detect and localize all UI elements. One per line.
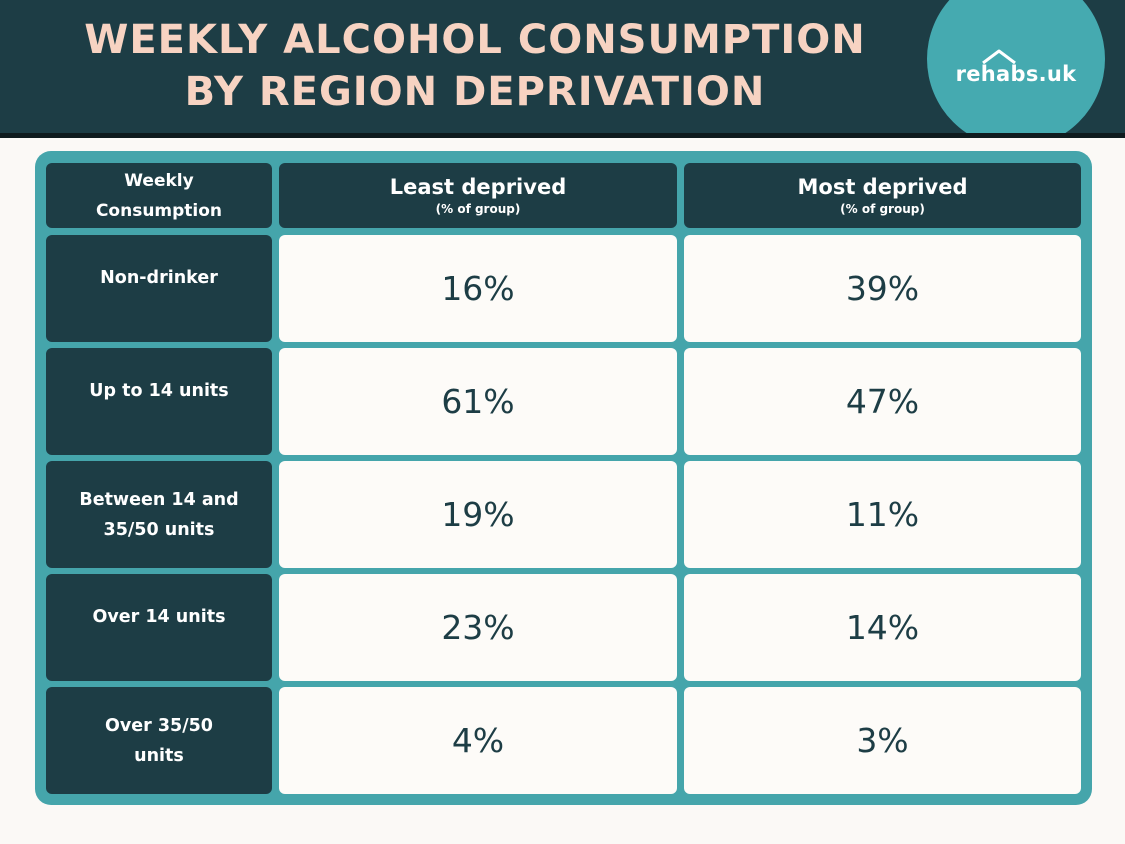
value-cell: 61%: [279, 348, 677, 455]
value-cell: 16%: [279, 235, 677, 342]
value-cell: 39%: [684, 235, 1081, 342]
row-label-text: Non-drinker: [100, 268, 218, 288]
rehabs-logo: rehabs.uk: [927, 0, 1105, 133]
page-title: WEEKLY ALCOHOL CONSUMPTION BY REGION DEP…: [0, 14, 950, 118]
value-text: 3%: [856, 721, 909, 760]
row-label-text: Over 35/50: [105, 715, 213, 736]
column-header-note: (% of group): [435, 201, 521, 216]
column-header-title: Most deprived: [797, 174, 968, 199]
row-label-text: Up to 14 units: [89, 381, 229, 401]
row-label: Over 14 units: [46, 574, 272, 681]
row-label-text: units: [134, 745, 184, 766]
corner-header-text: Weekly: [124, 170, 194, 191]
value-text: 61%: [441, 382, 515, 421]
row-label-text: Over 14 units: [92, 607, 226, 627]
value-cell: 3%: [684, 687, 1081, 794]
value-cell: 4%: [279, 687, 677, 794]
value-text: 16%: [441, 269, 515, 308]
value-text: 19%: [441, 495, 515, 534]
row-label: Between 14 and 35/50 units: [46, 461, 272, 568]
row-label: Non-drinker: [46, 235, 272, 342]
value-text: 11%: [845, 495, 920, 534]
corner-header-cell: Weekly Consumption: [46, 163, 272, 228]
value-text: 47%: [845, 382, 920, 421]
header-banner: WEEKLY ALCOHOL CONSUMPTION BY REGION DEP…: [0, 0, 1125, 138]
value-cell: 14%: [684, 574, 1081, 681]
logo-text: rehabs.uk: [955, 62, 1077, 86]
row-label-text: Between 14 and: [79, 489, 239, 510]
row-label: Up to 14 units: [46, 348, 272, 455]
title-line-2: BY REGION DEPRIVATION: [184, 69, 766, 115]
house-roof-icon: [982, 49, 1016, 64]
value-cell: 47%: [684, 348, 1081, 455]
value-text: 23%: [441, 608, 515, 647]
value-cell: 11%: [684, 461, 1081, 568]
value-text: 39%: [845, 269, 920, 308]
column-header-note: (% of group): [840, 201, 925, 216]
corner-header-text: Consumption: [95, 200, 223, 221]
row-label-text: 35/50 units: [103, 519, 215, 540]
value-text: 4%: [451, 721, 505, 760]
value-cell: 19%: [279, 461, 677, 568]
column-header: Least deprived (% of group): [279, 163, 677, 228]
value-cell: 23%: [279, 574, 677, 681]
value-text: 14%: [845, 608, 920, 647]
title-line-1: WEEKLY ALCOHOL CONSUMPTION: [84, 17, 866, 63]
row-label: Over 35/50 units: [46, 687, 272, 794]
column-header-title: Least deprived: [389, 174, 567, 199]
column-header: Most deprived (% of group): [684, 163, 1081, 228]
